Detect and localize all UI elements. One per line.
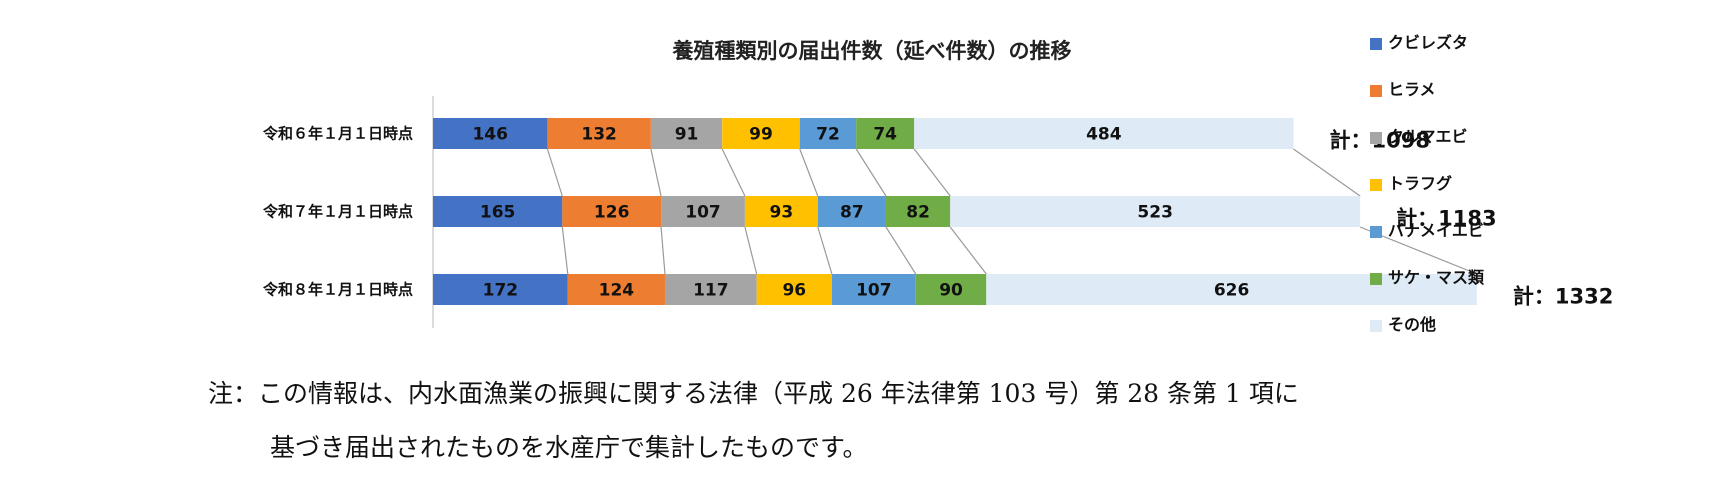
series-connector-line	[855, 148, 887, 197]
data-label: 626	[1214, 281, 1250, 301]
bar-segment	[562, 196, 662, 227]
total-label: 計：1183	[1396, 207, 1496, 231]
data-label: 96	[782, 281, 806, 301]
data-label: 72	[816, 125, 840, 145]
bar-segment	[567, 274, 665, 305]
legend-entry: サケ・マス類	[1388, 268, 1485, 287]
category-label: 令和６年１月１日時点	[263, 125, 413, 143]
bar-segment	[661, 196, 745, 227]
series-connector-line	[817, 226, 833, 275]
total-label: 計：1332	[1513, 285, 1613, 309]
legend-swatch	[1370, 320, 1382, 332]
bar-segment	[722, 118, 800, 149]
data-label: 146	[472, 125, 508, 145]
data-label: 90	[939, 281, 963, 301]
bar-segment	[817, 196, 886, 227]
data-label: 124	[599, 281, 635, 301]
bar-segment	[650, 118, 723, 149]
data-label: 484	[1086, 125, 1122, 145]
category-label: 令和７年１月１日時点	[263, 203, 413, 221]
series-connector-line	[650, 148, 662, 197]
category-label: 令和８年１月１日時点	[263, 281, 413, 299]
legend-entry: トラフグ	[1388, 174, 1452, 193]
legend-entry: バナメイエビ	[1388, 221, 1484, 240]
bar-segment	[433, 118, 548, 149]
bar-segment	[914, 118, 1294, 149]
data-label: 132	[581, 125, 617, 145]
series-connector-line	[546, 148, 563, 197]
series-connector-line	[799, 148, 819, 197]
data-label: 87	[840, 203, 864, 223]
series-connector-line	[561, 226, 569, 275]
legend-swatch	[1370, 273, 1382, 285]
legend-swatch	[1370, 38, 1382, 50]
series-connector-line	[949, 226, 987, 275]
bar-segment	[744, 196, 818, 227]
footnote-line-1: 注：この情報は、内水面漁業の振興に関する法律（平成 26 年法律第 103 号）…	[208, 379, 1299, 408]
bar-segment	[664, 274, 757, 305]
data-label: 93	[770, 203, 794, 223]
legend-entry: ヒラメ	[1388, 80, 1436, 99]
series-connector-line	[885, 226, 917, 275]
bar-segment	[433, 196, 563, 227]
data-label: 165	[480, 203, 516, 223]
data-label: 82	[906, 203, 930, 223]
bar-segment	[831, 274, 916, 305]
legend-entry: クビレズタ	[1388, 33, 1468, 52]
series-connector-line	[1293, 148, 1361, 197]
data-label: 172	[483, 281, 519, 301]
legend-entry: その他	[1388, 315, 1436, 334]
legend-entry: クルマエビ	[1388, 127, 1468, 146]
data-label: 74	[873, 125, 897, 145]
bar-segment	[856, 118, 915, 149]
data-label: 91	[675, 125, 699, 145]
legend-swatch	[1370, 179, 1382, 191]
data-label: 523	[1137, 203, 1173, 223]
series-connector-line	[913, 148, 951, 197]
data-label: 99	[749, 125, 773, 145]
footnote-line-2: 基づき届出されたものを水産庁で集計したものです。	[270, 433, 868, 462]
data-label: 107	[685, 203, 721, 223]
legend-swatch	[1370, 132, 1382, 144]
data-label: 117	[693, 281, 729, 301]
chart-title: 養殖種類別の届出件数（延べ件数）の推移	[672, 39, 1072, 63]
bar-segment	[799, 118, 857, 149]
bar-segment	[915, 274, 987, 305]
legend-swatch	[1370, 226, 1382, 238]
series-connector-line	[744, 226, 758, 275]
bar-segment	[885, 196, 951, 227]
data-label: 107	[856, 281, 892, 301]
legend-swatch	[1370, 85, 1382, 97]
data-label: 126	[594, 203, 630, 223]
series-connector-line	[660, 226, 666, 275]
bar-segment	[756, 274, 832, 305]
plot-area: 令和６年１月１日時点14613291997274484計：1098令和７年１月１…	[263, 96, 1613, 328]
bar-segment	[950, 196, 1361, 227]
bar-segment	[986, 274, 1477, 305]
bar-segment	[433, 274, 568, 305]
bar-segment	[547, 118, 651, 149]
stacked-bar-chart: 養殖種類別の届出件数（延べ件数）の推移 令和６年１月１日時点 146 132 91 99…	[263, 33, 1613, 334]
series-connector-line	[721, 148, 746, 197]
